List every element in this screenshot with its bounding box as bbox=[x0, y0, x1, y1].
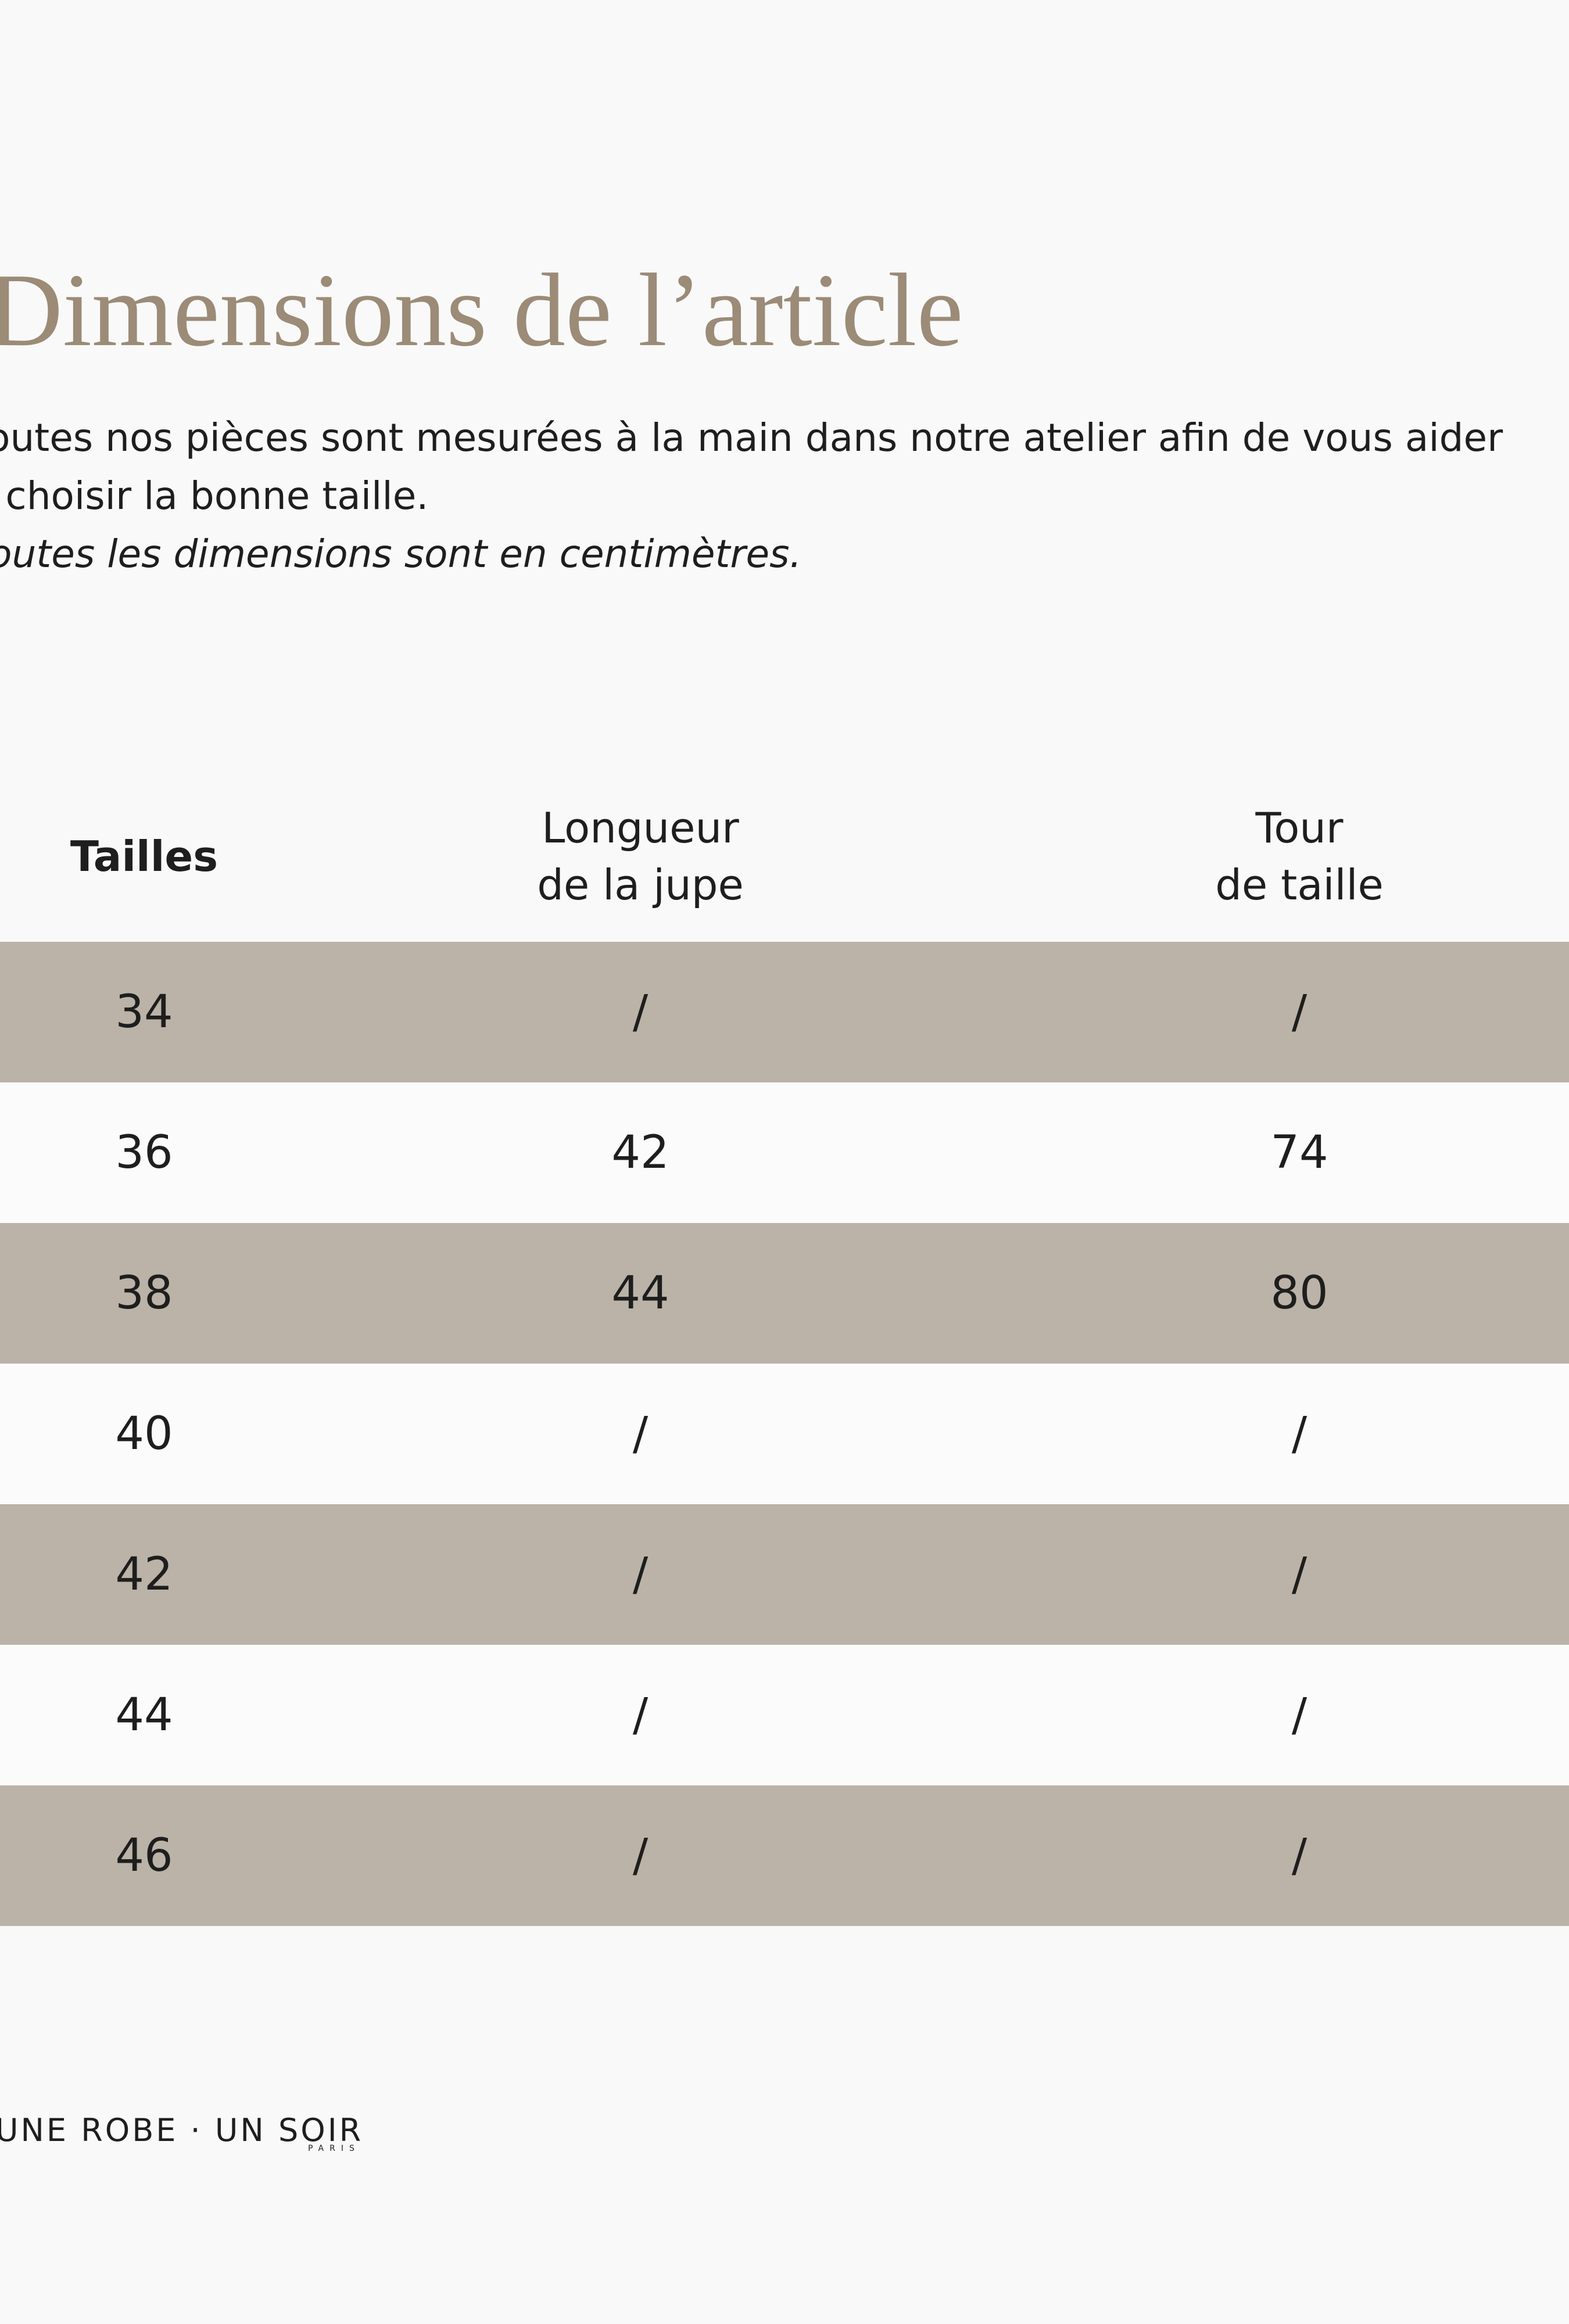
column-header: Longueur de la jupe bbox=[537, 799, 744, 913]
table-cell: / bbox=[632, 1689, 649, 1741]
table-row: 36 42 74 bbox=[0, 1082, 1569, 1223]
table-cell: 40 bbox=[115, 1408, 173, 1460]
table-cell: / bbox=[1291, 1408, 1308, 1460]
table-cell: 44 bbox=[611, 1267, 669, 1319]
table-cell: / bbox=[632, 1548, 649, 1601]
table-cell: 42 bbox=[611, 1127, 669, 1179]
table-row: 34 / / bbox=[0, 942, 1569, 1082]
brand-logo: UNE ROBE · UN SOIR bbox=[0, 2112, 364, 2149]
table-row: 42 / / bbox=[0, 1504, 1569, 1645]
table-cell: 74 bbox=[1270, 1127, 1328, 1179]
intro-line: à choisir la bonne taille. bbox=[0, 474, 429, 518]
table-row: 46 / / bbox=[0, 1785, 1569, 1926]
table-cell: 42 bbox=[115, 1548, 173, 1601]
table-cell: 36 bbox=[115, 1127, 173, 1179]
brand-city: PARIS bbox=[308, 2144, 360, 2153]
note: Toutes les dimensions sont en centimètre… bbox=[0, 532, 802, 576]
header-line: Tour bbox=[1255, 804, 1344, 852]
table-cell: 34 bbox=[115, 986, 173, 1038]
header-line: Longueur bbox=[542, 804, 739, 852]
title: Dimensions de l’article bbox=[0, 252, 963, 368]
table-cell: 46 bbox=[115, 1830, 173, 1882]
table-cell: 38 bbox=[115, 1267, 173, 1319]
table-cell: / bbox=[1291, 1548, 1308, 1601]
column-header: Tour de taille bbox=[1215, 799, 1384, 913]
table-cell: / bbox=[1291, 986, 1308, 1038]
header-line: de la jupe bbox=[537, 860, 744, 909]
table-row: 40 / / bbox=[0, 1364, 1569, 1504]
table-cell: / bbox=[632, 1408, 649, 1460]
table-cell: 80 bbox=[1270, 1267, 1328, 1319]
header-line: de taille bbox=[1215, 860, 1384, 909]
table-row: 44 / / bbox=[0, 1645, 1569, 1785]
table-cell: 44 bbox=[115, 1689, 173, 1741]
column-header: Tailles bbox=[70, 828, 218, 885]
table-cell: / bbox=[632, 1830, 649, 1882]
table-row: 38 44 80 bbox=[0, 1223, 1569, 1364]
table-cell: / bbox=[632, 986, 649, 1038]
header-line: Tailles bbox=[70, 832, 218, 881]
intro-line: Toutes nos pièces sont mesurées à la mai… bbox=[0, 415, 1503, 460]
table-cell: / bbox=[1291, 1830, 1308, 1882]
table-cell: / bbox=[1291, 1689, 1308, 1741]
